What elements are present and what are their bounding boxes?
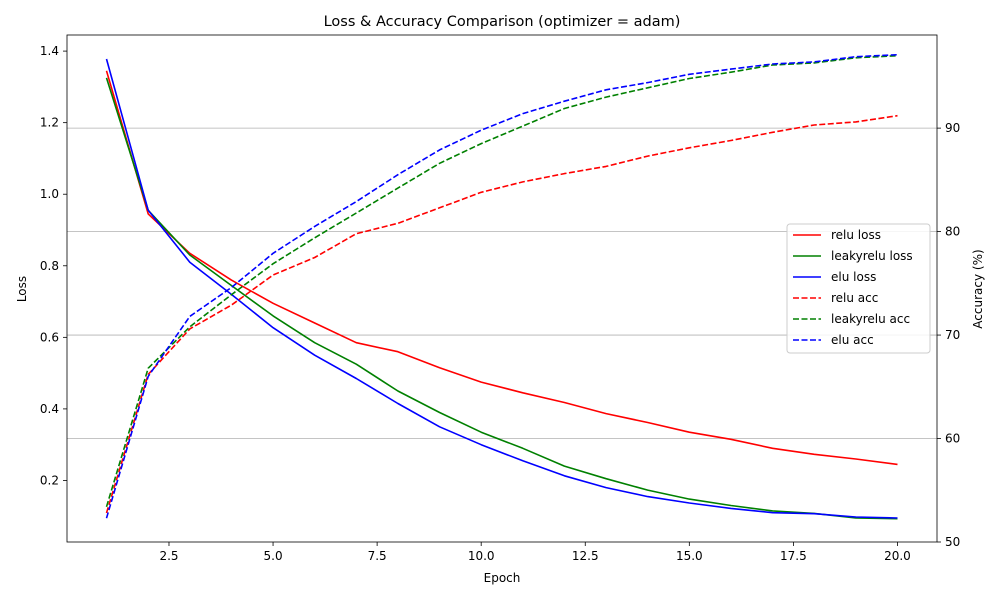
y-axis-title: Loss (15, 276, 29, 302)
series-line-leakyrelu-loss (105, 77, 898, 520)
legend-label: leakyrelu acc (831, 312, 910, 326)
y2-tick-label: 90 (945, 121, 960, 135)
series-line-elu-loss (105, 58, 898, 519)
series-line-relu-loss (105, 70, 898, 466)
series-line-relu-acc (105, 114, 898, 514)
y2-tick-label: 70 (945, 328, 960, 342)
y-tick-label: 0.8 (40, 259, 59, 273)
x-tick-label: 20.0 (884, 549, 911, 563)
series-layer (105, 53, 898, 520)
y-tick-label: 0.4 (40, 402, 59, 416)
y2-axis-title: Accuracy (%) (971, 249, 985, 328)
y2-tick-label: 50 (945, 535, 960, 549)
y-tick-label: 1.2 (40, 116, 59, 130)
y-tick-label: 1.0 (40, 187, 59, 201)
y2-axis-ticks: 50 60 70 80 90 (937, 121, 960, 549)
chart-title: Loss & Accuracy Comparison (optimizer = … (324, 14, 681, 30)
legend-frame (786, 223, 931, 354)
x-tick-label: 15.0 (676, 549, 703, 563)
legend-label: leakyrelu loss (831, 249, 913, 263)
x-tick-label: 17.5 (780, 549, 807, 563)
x-axis-ticks: 2.5 5.0 7.5 10.0 12.5 15.0 17.5 20.0 (159, 542, 911, 563)
y-tick-label: 1.4 (40, 44, 59, 58)
x-tick-label: 10.0 (468, 549, 495, 563)
legend-label: elu acc (831, 333, 874, 347)
series-line-elu-acc (105, 53, 898, 519)
x-tick-label: 2.5 (159, 549, 178, 563)
x-tick-label: 5.0 (264, 549, 283, 563)
x-axis-title: Epoch (484, 571, 521, 585)
y-axis-ticks: 0.2 0.4 0.6 0.8 1.0 1.2 1.4 (40, 44, 67, 487)
y2-tick-label: 60 (945, 432, 960, 446)
legend-label: elu loss (831, 270, 876, 284)
x-tick-label: 12.5 (572, 549, 599, 563)
legend-label: relu loss (831, 228, 881, 242)
y-tick-label: 0.2 (40, 473, 59, 487)
legend-label: relu acc (831, 291, 878, 305)
y2-tick-label: 80 (945, 225, 960, 239)
series-line-leakyrelu-acc (105, 54, 898, 508)
plot-frame (66, 34, 938, 543)
y-tick-label: 0.6 (40, 330, 59, 344)
x-tick-label: 7.5 (368, 549, 387, 563)
legend: relu loss leakyrelu loss elu loss relu acc l… (786, 223, 931, 354)
